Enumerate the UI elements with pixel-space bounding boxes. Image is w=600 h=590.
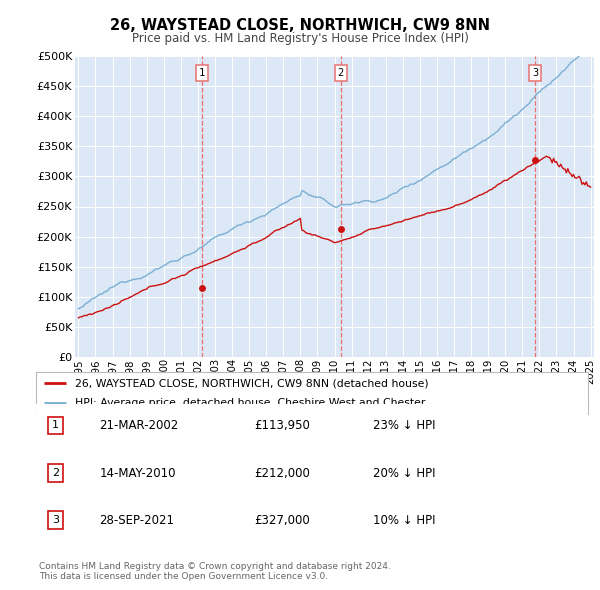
Text: 10% ↓ HPI: 10% ↓ HPI [373, 514, 435, 527]
Text: 23% ↓ HPI: 23% ↓ HPI [373, 419, 435, 432]
Text: 3: 3 [52, 516, 59, 525]
Text: 26, WAYSTEAD CLOSE, NORTHWICH, CW9 8NN (detached house): 26, WAYSTEAD CLOSE, NORTHWICH, CW9 8NN (… [74, 378, 428, 388]
Text: HPI: Average price, detached house, Cheshire West and Chester: HPI: Average price, detached house, Ches… [74, 398, 425, 408]
Text: £113,950: £113,950 [254, 419, 310, 432]
Text: £327,000: £327,000 [254, 514, 310, 527]
Text: £212,000: £212,000 [254, 467, 310, 480]
Text: 3: 3 [532, 68, 538, 78]
Text: Price paid vs. HM Land Registry's House Price Index (HPI): Price paid vs. HM Land Registry's House … [131, 32, 469, 45]
Text: 2: 2 [338, 68, 344, 78]
Text: 1: 1 [199, 68, 205, 78]
Text: 1: 1 [52, 421, 59, 430]
Text: 28-SEP-2021: 28-SEP-2021 [100, 514, 175, 527]
Text: 2: 2 [52, 468, 59, 478]
Text: 21-MAR-2002: 21-MAR-2002 [100, 419, 179, 432]
Text: 20% ↓ HPI: 20% ↓ HPI [373, 467, 435, 480]
Text: Contains HM Land Registry data © Crown copyright and database right 2024.
This d: Contains HM Land Registry data © Crown c… [39, 562, 391, 581]
Text: 26, WAYSTEAD CLOSE, NORTHWICH, CW9 8NN: 26, WAYSTEAD CLOSE, NORTHWICH, CW9 8NN [110, 18, 490, 32]
Text: 14-MAY-2010: 14-MAY-2010 [100, 467, 176, 480]
